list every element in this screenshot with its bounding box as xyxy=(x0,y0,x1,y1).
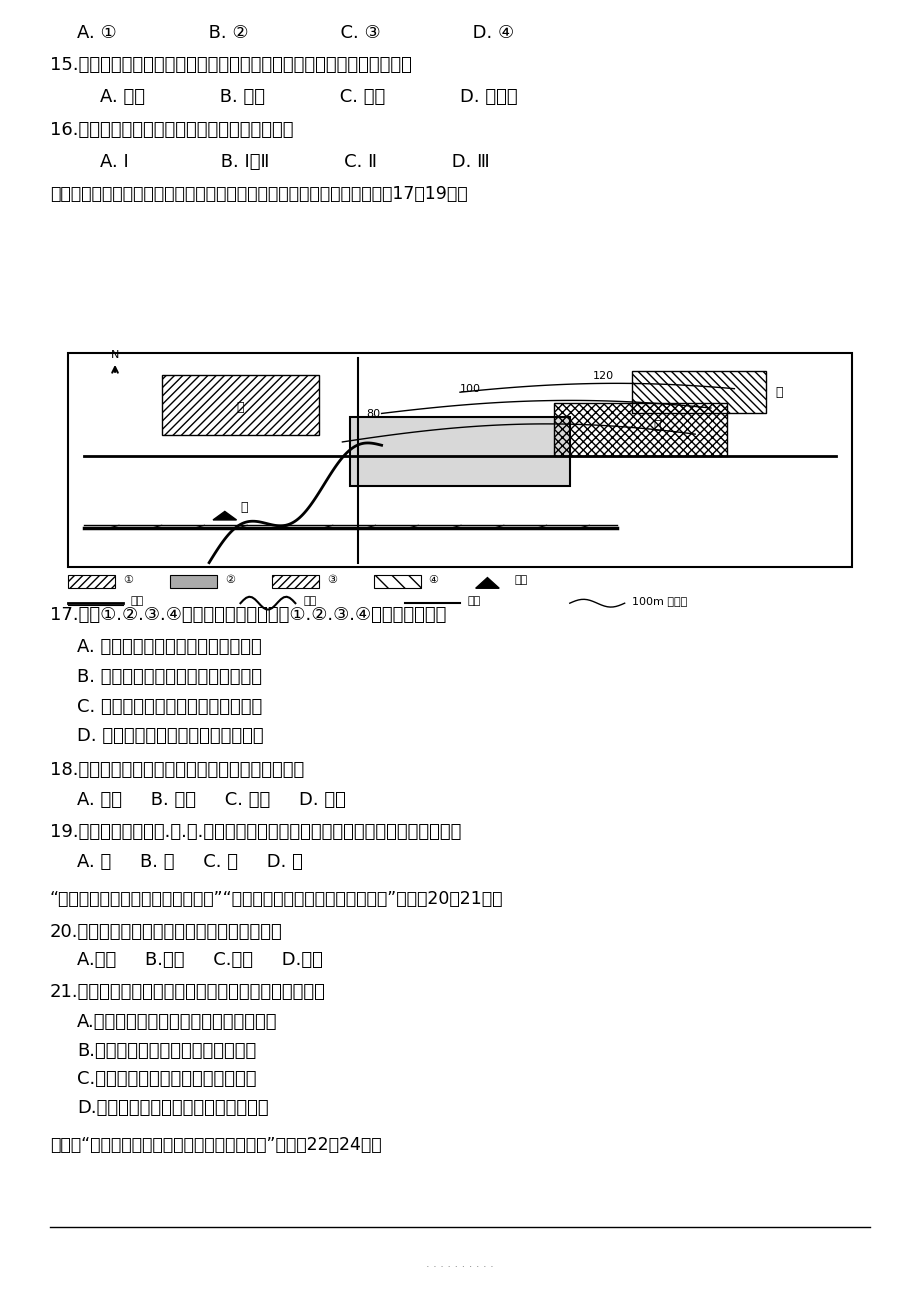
Bar xyxy=(68,575,115,589)
Text: ③: ③ xyxy=(326,574,336,585)
Text: ④: ④ xyxy=(428,574,438,585)
Text: 19.该市计划在图中甲.乙.丙.丁四地中选择一处建设钔铁厂，最佳的地点是（　　）: 19.该市计划在图中甲.乙.丙.丁四地中选择一处建设钔铁厂，最佳的地点是（ ） xyxy=(50,823,460,841)
Bar xyxy=(68,353,851,566)
Text: 80: 80 xyxy=(366,410,380,419)
Text: C.大部分荔枝是北方温室里种出来的: C.大部分荔枝是北方温室里种出来的 xyxy=(77,1070,256,1088)
Text: 17.图中①.②.③.④表示不同的功能区，则①.②.③.④分别为（　　）: 17.图中①.②.③.④表示不同的功能区，则①.②.③.④分别为（ ） xyxy=(50,605,446,624)
Text: 丙: 丙 xyxy=(653,419,661,432)
Text: 河流: 河流 xyxy=(303,596,316,605)
Bar xyxy=(373,575,420,589)
Text: 20.导致产生上述情况最主要的因素是（　　）: 20.导致产生上述情况最主要的因素是（ ） xyxy=(50,923,282,940)
Text: 16.当前，该国城市化进程所处的阶段是（　　）: 16.当前，该国城市化进程所处的阶段是（ ） xyxy=(50,121,293,138)
Text: 120: 120 xyxy=(593,371,614,381)
Bar xyxy=(162,375,319,435)
Polygon shape xyxy=(475,578,499,589)
Text: N: N xyxy=(110,350,119,359)
Text: 100: 100 xyxy=(460,384,481,395)
Text: A. Ⅰ                B. Ⅰ和Ⅱ             C. Ⅱ             D. Ⅲ: A. Ⅰ B. Ⅰ和Ⅱ C. Ⅱ D. Ⅲ xyxy=(77,152,489,171)
Text: 下图为“部分地区主要农业地域类型分布示意图”，回等22～24题。: 下图为“部分地区主要农业地域类型分布示意图”，回等22～24题。 xyxy=(50,1137,381,1154)
Text: A.地形     B.气候     C.土壤     D.水源: A.地形 B.气候 C.土壤 D.水源 xyxy=(77,952,323,969)
Text: A. 经济     B. 资源     C. 文化     D. 地形: A. 经济 B. 资源 C. 文化 D. 地形 xyxy=(77,790,346,809)
Text: 下图为某城市规划简图，该市常年盛行东北风。读图并结合所学知识，回等17～19题。: 下图为某城市规划简图，该市常年盛行东北风。读图并结合所学知识，回等17～19题。 xyxy=(50,185,467,203)
Text: A. 文教区、工业区、住宅区、商业区: A. 文教区、工业区、住宅区、商业区 xyxy=(77,638,262,656)
Text: 21.如今北方市场上随处可见荔枝最主要的原因（　　）: 21.如今北方市场上随处可见荔枝最主要的原因（ ） xyxy=(50,983,325,1001)
Bar xyxy=(271,575,319,589)
Text: C. 商业区、工业区、文教区、住宅区: C. 商业区、工业区、文教区、住宅区 xyxy=(77,698,262,716)
Text: 甲: 甲 xyxy=(236,401,244,414)
Polygon shape xyxy=(213,512,236,519)
Bar xyxy=(170,575,217,589)
Text: A.交通条件和食物冷藏、保鲜技术的发展: A.交通条件和食物冷藏、保鲜技术的发展 xyxy=(77,1013,278,1031)
Text: 100m 等高线: 100m 等高线 xyxy=(631,596,687,605)
Text: B.荔枝的种植区位范围扩大到了北方: B.荔枝的种植区位范围扩大到了北方 xyxy=(77,1042,256,1060)
Text: ①: ① xyxy=(123,574,132,585)
Text: A. 埃及             B. 中国             C. 德国             D. 新加坡: A. 埃及 B. 中国 C. 德国 D. 新加坡 xyxy=(77,89,517,107)
Text: A. 甲     B. 乙     C. 丙     D. 丁: A. 甲 B. 乙 C. 丙 D. 丁 xyxy=(77,853,302,871)
Bar xyxy=(553,402,726,456)
Text: · · · · · · · · · ·: · · · · · · · · · · xyxy=(425,1262,494,1272)
Text: 丁: 丁 xyxy=(775,387,782,400)
Text: 18.影响该城市内部空间结构的主要因素是（　　）: 18.影响该城市内部空间结构的主要因素是（ ） xyxy=(50,760,303,779)
Text: 公路: 公路 xyxy=(468,596,481,605)
Text: “一骑红尘妾子笑，无人知是荔枝来”“橘生淮南则为橘，生于淮北则为枟”，回等20～21题。: “一骑红尘妾子笑，无人知是荔枝来”“橘生淮南则为橘，生于淮北则为枟”，回等20～… xyxy=(50,891,503,909)
Text: 乙: 乙 xyxy=(240,501,248,514)
Text: A. ①                B. ②                C. ③                D. ④: A. ① B. ② C. ③ D. ④ xyxy=(77,23,514,42)
Bar xyxy=(631,371,765,413)
Text: 铁矿: 铁矿 xyxy=(515,574,528,585)
Text: D.我国北方市场对荔枝的需求量变大了: D.我国北方市场对荔枝的需求量变大了 xyxy=(77,1099,268,1117)
Bar xyxy=(350,418,569,486)
Text: 15.下列各国中，近百年来人口发展情况与左图图示类型一致的是（　　）: 15.下列各国中，近百年来人口发展情况与左图图示类型一致的是（ ） xyxy=(50,56,411,74)
Text: B. 住宅区、工业区、文教区、商业区: B. 住宅区、工业区、文教区、商业区 xyxy=(77,668,262,686)
Text: D. 住宅区、商业区、工业区、文教区: D. 住宅区、商业区、工业区、文教区 xyxy=(77,728,264,745)
Text: ②: ② xyxy=(224,574,234,585)
Text: 铁路: 铁路 xyxy=(130,596,143,605)
